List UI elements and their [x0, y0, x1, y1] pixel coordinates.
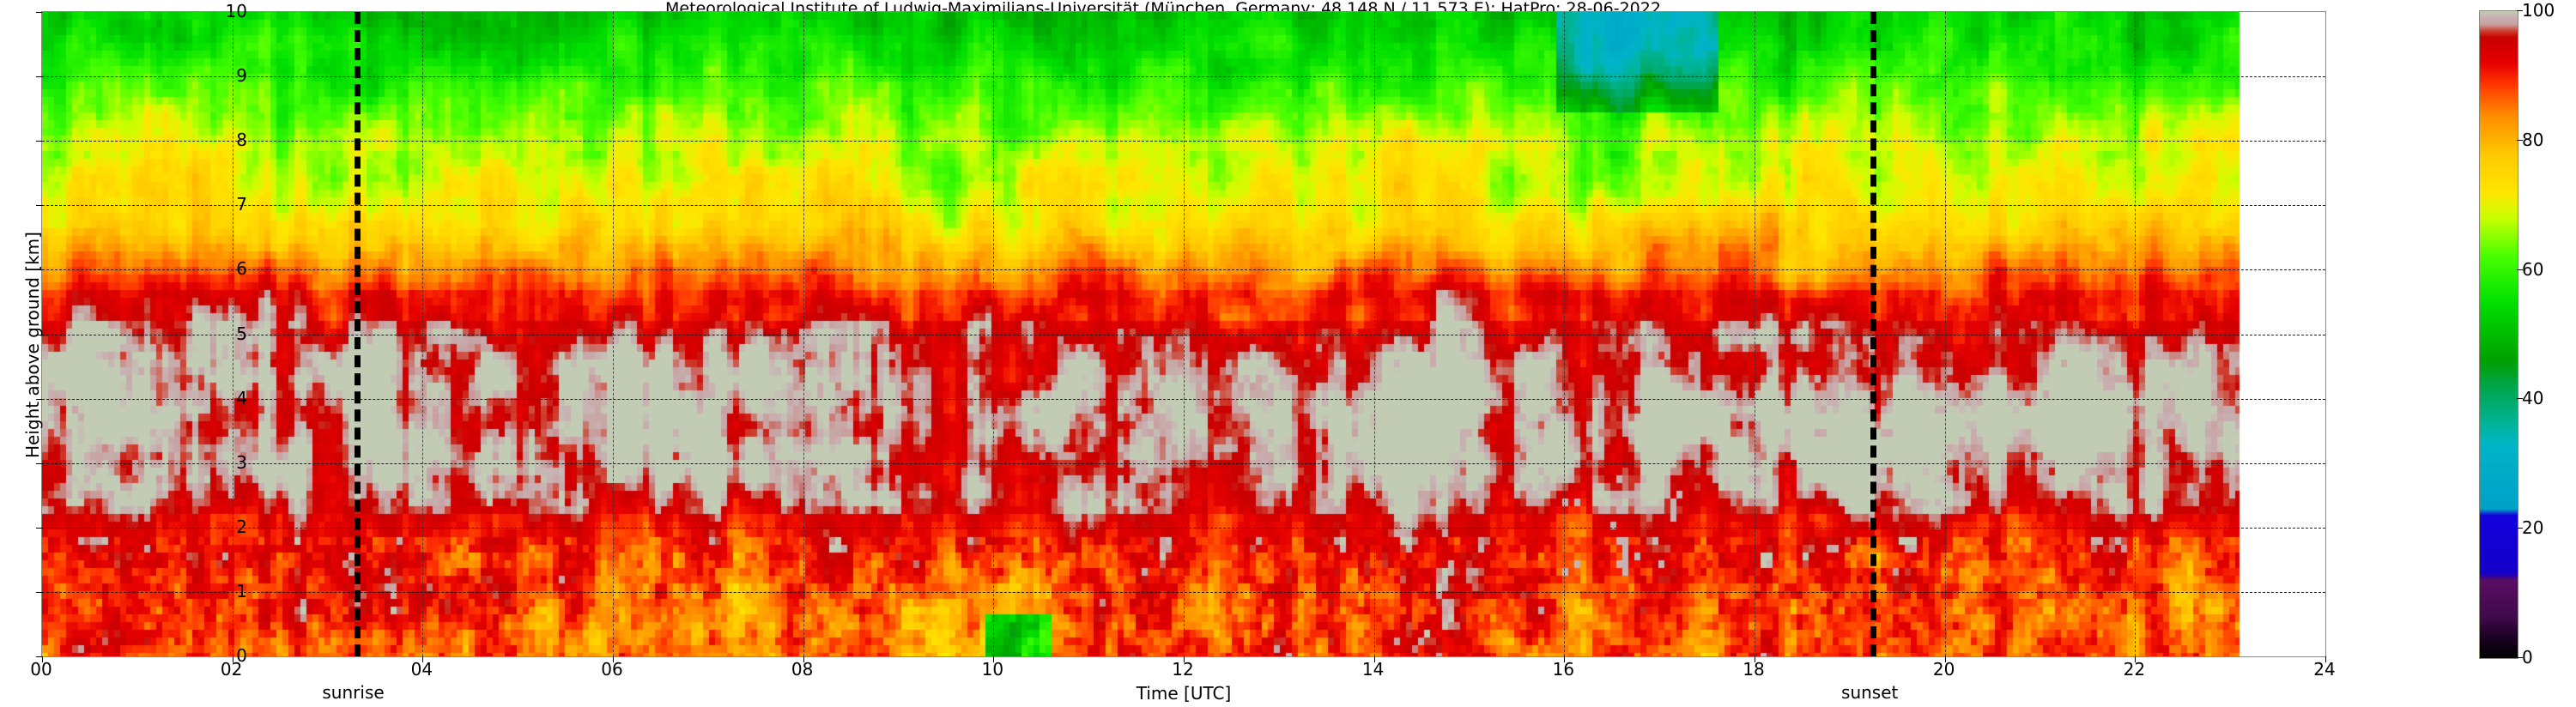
- x-axis-tick-mark: [613, 656, 614, 662]
- label-sunset: sunset: [1841, 682, 1899, 703]
- x-axis-tick-label: 22: [2123, 659, 2146, 680]
- x-axis-tick-mark: [2135, 656, 2137, 662]
- y-axis-tick-mark: [36, 462, 42, 464]
- y-axis-tick-label: 10: [225, 1, 247, 21]
- colorbar-tick-mark: [2517, 269, 2523, 270]
- gridline-vertical: [1373, 12, 1375, 656]
- x-axis-tick-label: 18: [1743, 659, 1765, 680]
- x-axis-tick-label: 02: [220, 659, 243, 680]
- gridline-vertical: [2135, 12, 2137, 656]
- colorbar-tick-mark: [2517, 139, 2523, 141]
- colorbar-tick-label: 40: [2522, 388, 2544, 409]
- x-axis-tick-mark: [1373, 656, 1375, 662]
- colorbar-canvas: [2479, 10, 2518, 659]
- y-axis-tick-mark: [36, 76, 42, 78]
- x-axis-tick-mark: [42, 656, 43, 662]
- colorbar-tick-label: 20: [2522, 517, 2544, 539]
- y-axis-tick-mark: [36, 141, 42, 142]
- marker-sunset: [1870, 12, 1877, 656]
- y-axis-tick-mark: [36, 12, 42, 13]
- y-axis-tick-mark: [36, 527, 42, 529]
- label-sunrise: sunrise: [322, 682, 385, 703]
- x-axis-tick-label: 06: [601, 659, 623, 680]
- y-axis-tick-label: 6: [236, 258, 247, 280]
- gridline-vertical: [613, 12, 614, 656]
- y-axis-tick-mark: [36, 398, 42, 400]
- x-axis-tick-label: 24: [2313, 659, 2336, 680]
- colorbar-tick-label: 100: [2522, 0, 2555, 21]
- colorbar-tick-label: 80: [2522, 129, 2544, 150]
- x-axis-tick-mark: [422, 656, 424, 662]
- y-axis-tick-label: 3: [236, 451, 247, 473]
- marker-sunrise: [354, 12, 361, 656]
- plot-area: [36, 11, 2326, 662]
- x-axis-tick-label: 00: [30, 659, 52, 680]
- x-axis-tick-mark: [993, 656, 995, 662]
- gridline-vertical: [993, 12, 995, 656]
- y-axis-label: Height above ground [km]: [22, 232, 43, 458]
- colorbar-tick-label: 0: [2522, 647, 2533, 668]
- colorbar-tick-mark: [2517, 657, 2523, 658]
- x-axis-tick-label: 16: [1552, 659, 1575, 680]
- y-axis-tick-mark: [36, 656, 42, 657]
- y-axis-tick-label: 1: [236, 580, 247, 601]
- colorbar-tick-mark: [2517, 528, 2523, 529]
- colorbar-tick-mark: [2517, 10, 2523, 11]
- x-axis-tick-label: 10: [981, 659, 1004, 680]
- gridline-vertical: [803, 12, 804, 656]
- y-axis-tick-label: 5: [236, 323, 247, 344]
- y-axis-tick-mark: [36, 269, 42, 271]
- gridline-vertical: [1944, 12, 1946, 656]
- x-axis-tick-label: 08: [791, 659, 814, 680]
- y-axis-tick-label: 9: [236, 65, 247, 87]
- colorbar: 0 20 40 60 80 100: [2479, 0, 2555, 668]
- colorbar-tick-label: 60: [2522, 258, 2544, 280]
- x-axis-tick-mark: [1944, 656, 1946, 662]
- gridline-vertical: [1184, 12, 1185, 656]
- y-axis-tick-label: 7: [236, 194, 247, 215]
- colorbar-tick-mark: [2517, 398, 2523, 400]
- y-axis-tick-label: 8: [236, 130, 247, 151]
- gridline-vertical: [422, 12, 424, 656]
- x-axis-tick-mark: [803, 656, 804, 662]
- x-axis-tick-mark: [1184, 656, 1185, 662]
- y-axis-tick-mark: [36, 591, 42, 593]
- y-axis-tick-label: 0: [236, 645, 247, 666]
- y-axis-tick-label: 4: [236, 387, 247, 408]
- x-axis-tick-label: 20: [1932, 659, 1955, 680]
- gridline-vertical: [1564, 12, 1566, 656]
- y-axis-tick-label: 2: [236, 516, 247, 537]
- x-axis-tick-label: 04: [410, 659, 433, 680]
- x-axis-tick-label: 14: [1361, 659, 1385, 680]
- y-axis-tick-mark: [36, 205, 42, 207]
- x-axis-tick-mark: [1564, 656, 1566, 662]
- x-axis-tick-mark: [2325, 656, 2326, 662]
- x-axis-tick-label: 12: [1172, 659, 1194, 680]
- x-axis-label: Time [UTC]: [1136, 683, 1232, 704]
